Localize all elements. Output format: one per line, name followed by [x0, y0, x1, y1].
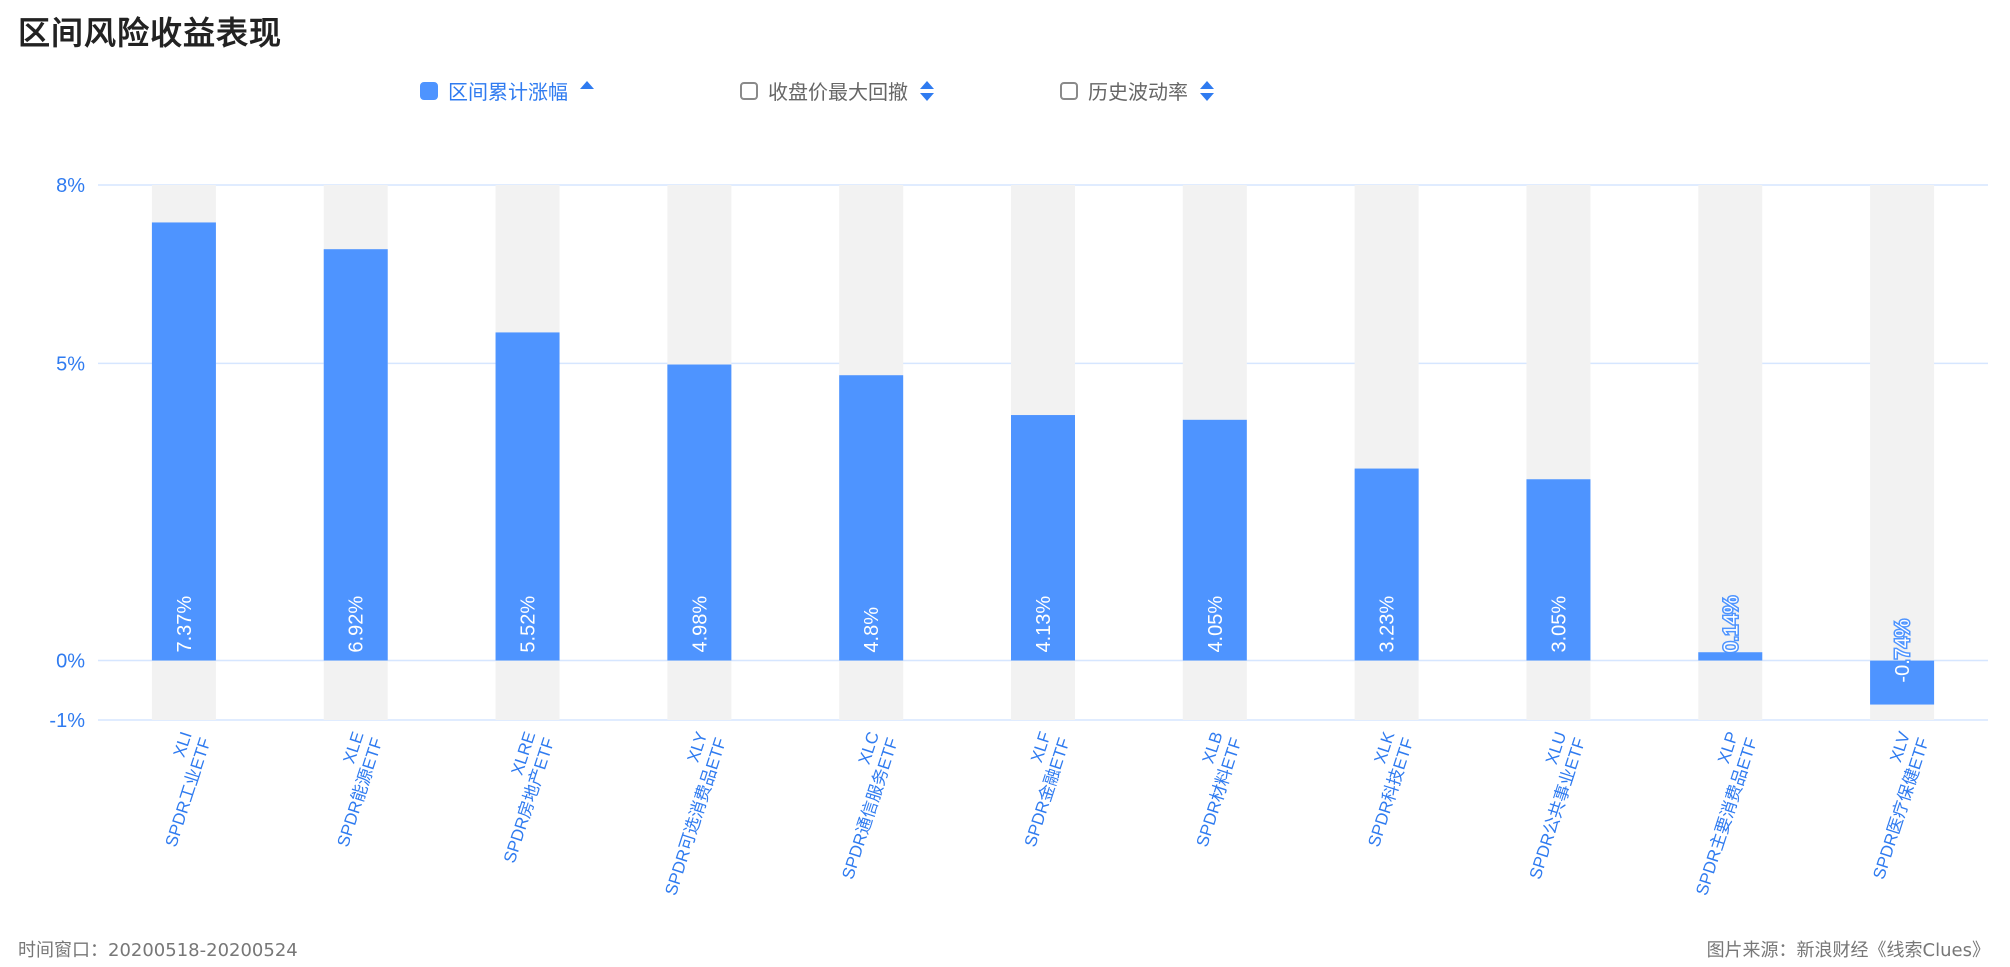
triangle-up-icon	[1200, 80, 1214, 89]
sort-both-icon[interactable]	[920, 80, 934, 102]
legend-item-cumulative-return[interactable]: 区间累计涨幅	[420, 76, 594, 105]
bar	[667, 364, 732, 661]
y-tick-label: 5%	[56, 353, 85, 375]
data-label: 7.37%	[174, 596, 196, 653]
bar	[151, 222, 216, 661]
legend-item-volatility[interactable]: 历史波动率	[1060, 76, 1214, 105]
bar	[495, 332, 560, 661]
data-label: -0.74%	[1892, 619, 1914, 683]
triangle-up-icon	[580, 80, 594, 89]
bar-track	[1698, 185, 1763, 720]
y-tick-label: 0%	[56, 651, 85, 673]
sort-asc-icon[interactable]	[580, 80, 594, 102]
y-tick-label: 8%	[56, 175, 85, 197]
data-label: 5.52%	[518, 596, 540, 653]
bar	[839, 375, 904, 661]
bar	[1182, 419, 1247, 661]
legend-item-max-drawdown[interactable]: 收盘价最大回撤	[740, 76, 934, 105]
data-label: 3.23%	[1377, 596, 1399, 653]
y-tick-label: -1%	[49, 710, 85, 732]
page-title: 区间风险收益表现	[18, 14, 283, 52]
data-label: 4.13%	[1033, 596, 1055, 653]
bar	[1526, 479, 1591, 661]
data-label: 4.98%	[689, 596, 711, 653]
bar	[1698, 652, 1763, 661]
checkbox-unchecked-icon[interactable]	[1060, 81, 1078, 100]
sort-both-icon[interactable]	[1200, 80, 1214, 102]
legend-label: 历史波动率	[1088, 80, 1188, 104]
data-label: 4.05%	[1205, 596, 1227, 653]
triangle-up-icon	[920, 80, 934, 89]
data-label: 3.05%	[1548, 596, 1570, 653]
checkbox-unchecked-icon[interactable]	[740, 81, 758, 100]
legend-label: 收盘价最大回撤	[768, 80, 908, 104]
data-label: 6.92%	[346, 596, 368, 653]
bar	[1870, 660, 1935, 705]
bar	[1011, 415, 1075, 661]
legend: 区间累计涨幅 收盘价最大回撤 历史波动率	[0, 72, 2010, 112]
checkbox-checked-icon[interactable]	[420, 81, 438, 100]
bar	[323, 249, 388, 661]
data-label: 0.14%	[1720, 596, 1742, 653]
source-label: 图片来源：新浪财经《线索Clues》	[1706, 940, 1990, 961]
time-window-label: 时间窗口：20200518-20200524	[18, 940, 298, 961]
legend-label: 区间累计涨幅	[448, 80, 568, 104]
triangle-down-icon	[1200, 92, 1214, 101]
triangle-down-icon	[920, 92, 934, 101]
bar-track	[1870, 185, 1935, 720]
bar	[1354, 468, 1419, 661]
data-label: 4.8%	[861, 607, 883, 653]
